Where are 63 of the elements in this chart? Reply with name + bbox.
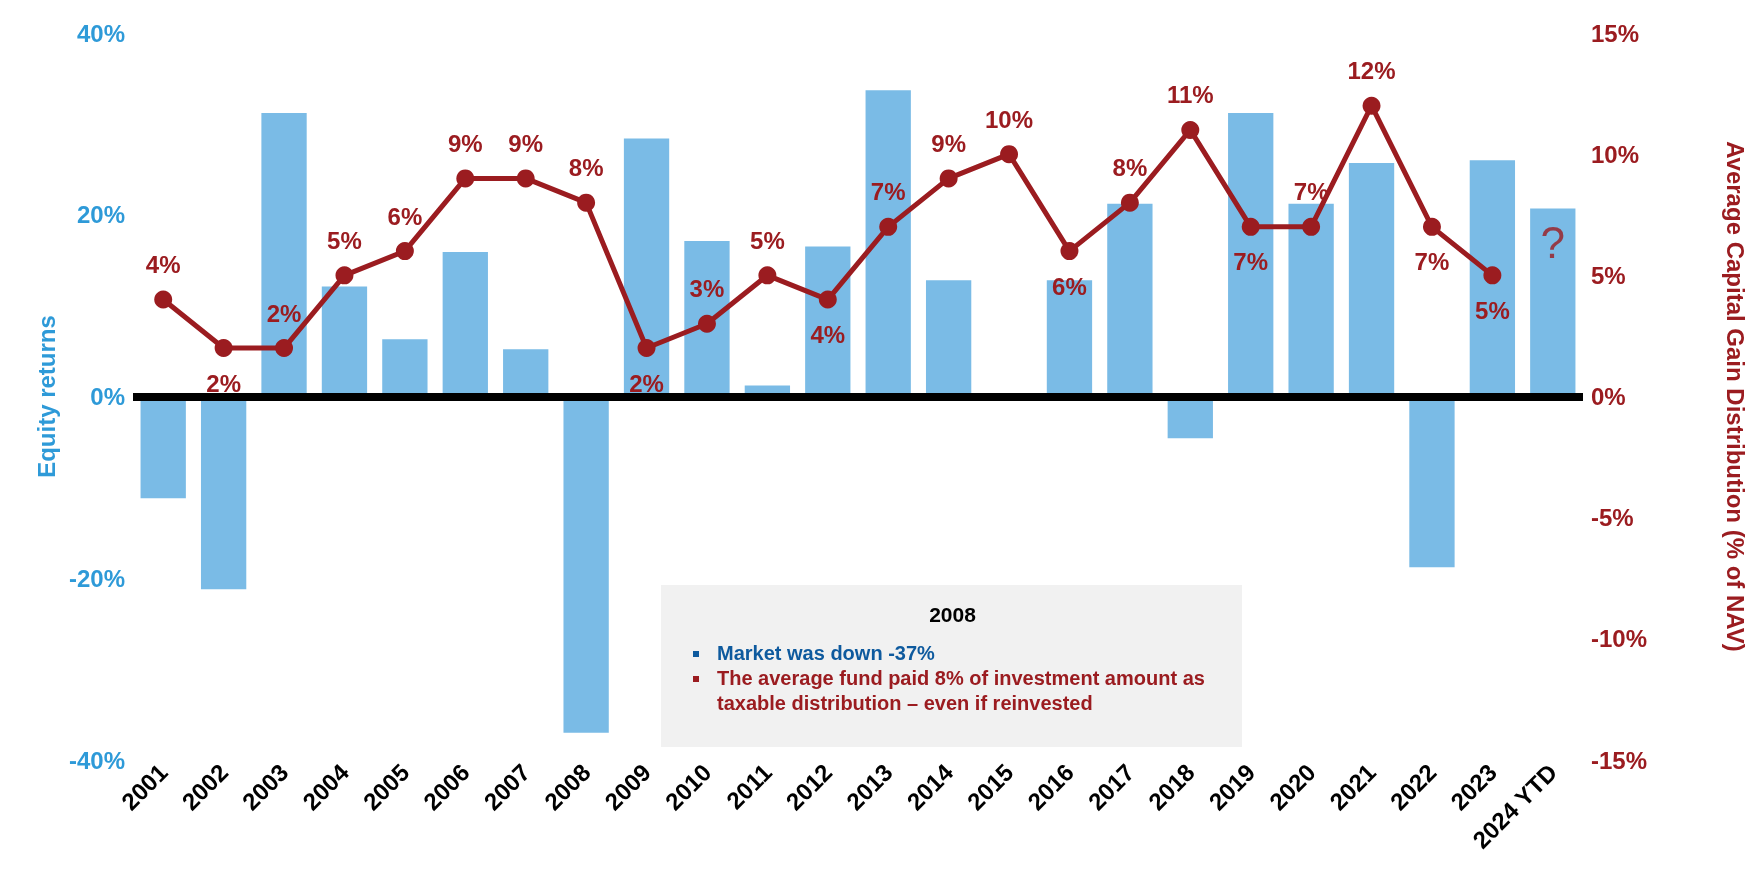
data-label: 4% — [810, 321, 846, 349]
point — [275, 339, 294, 358]
data-label: 5% — [750, 226, 785, 254]
point — [577, 193, 596, 212]
point — [516, 169, 535, 188]
data-label: 5% — [327, 226, 362, 254]
data-label: 6% — [387, 202, 423, 230]
y-tick-label: 40% — [76, 19, 125, 47]
point — [879, 217, 898, 236]
data-label: 8% — [568, 154, 604, 182]
data-label: 7% — [1414, 248, 1450, 276]
data-label: 9% — [508, 129, 544, 157]
data-label: 2% — [629, 369, 664, 397]
annotation: Market was down -37% — [717, 641, 935, 666]
point — [154, 290, 173, 309]
y2-axis-title: Average Capital Gain Distribution (% of NAV) — [1721, 141, 1749, 652]
point — [637, 339, 656, 358]
y2-tick-label: 5% — [1591, 261, 1626, 289]
data-label: 9% — [931, 129, 966, 157]
point — [1000, 145, 1019, 164]
y-tick-label: 20% — [76, 201, 125, 229]
point — [1241, 217, 1260, 236]
point — [758, 266, 777, 285]
y2-tick-label: -10% — [1591, 625, 1648, 653]
data-label: 11% — [1166, 81, 1214, 109]
data-label: 7% — [870, 178, 906, 206]
annotation: The average fund paid 8% of investment amount as taxable distribution – even if reinvested — [717, 666, 1206, 716]
data-label: 9% — [447, 129, 483, 157]
data-label: 5% — [1475, 296, 1510, 324]
point — [456, 169, 475, 188]
point — [1302, 217, 1321, 236]
data-label: 2% — [206, 369, 241, 397]
note-box: 2008 Market was down -37% The average fund paid 8% of investment amount as taxable distribution – even if reinvested — [661, 585, 1242, 747]
point — [697, 314, 716, 333]
y-axis-title: Equity returns — [32, 315, 60, 478]
data-label: 7% — [1233, 248, 1269, 276]
y-tick-label: -20% — [68, 564, 125, 592]
data-label: 2% — [266, 299, 302, 327]
point — [214, 339, 233, 358]
annotation: ? — [1540, 217, 1566, 267]
y2-tick-label: 15% — [1591, 19, 1640, 47]
data-label: 6% — [1052, 272, 1087, 300]
point — [1422, 217, 1441, 236]
point — [335, 266, 354, 285]
y2-tick-label: -5% — [1591, 504, 1634, 532]
data-label: 3% — [689, 275, 725, 303]
point — [1120, 193, 1139, 212]
y2-tick-label: 0% — [1591, 383, 1626, 410]
point — [1181, 120, 1200, 139]
y2-tick-label: -15% — [1591, 746, 1648, 774]
y2-tick-label: 10% — [1591, 140, 1640, 168]
data-label: 12% — [1347, 57, 1396, 85]
annotation: 2008 — [928, 603, 977, 627]
data-label: 10% — [985, 105, 1034, 133]
data-label: 4% — [145, 251, 181, 279]
point — [1362, 96, 1381, 115]
data-label: 8% — [1112, 154, 1148, 182]
y-tick-label: 0% — [90, 383, 125, 410]
point — [939, 169, 958, 188]
point — [818, 290, 837, 309]
point — [1060, 242, 1079, 261]
point — [395, 242, 414, 261]
point — [1483, 266, 1502, 285]
